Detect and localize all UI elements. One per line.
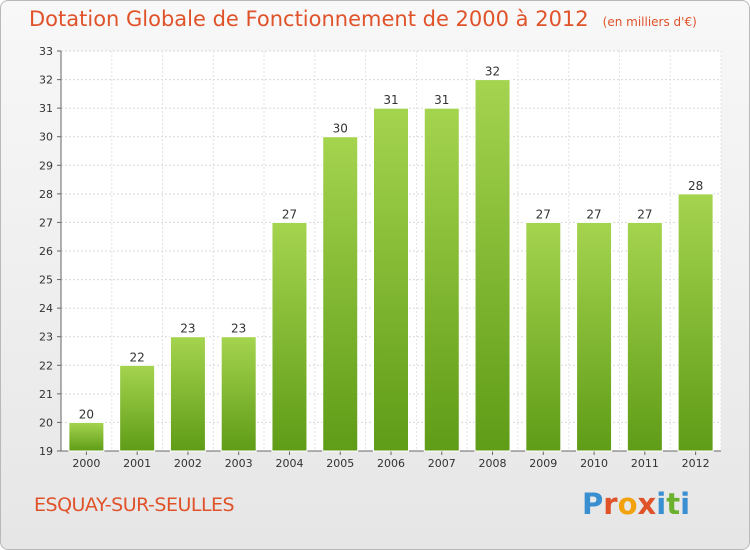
x-tick-label-2008: 2008: [479, 457, 507, 470]
y-tick-label: 20: [39, 416, 53, 429]
value-label-2011: 27: [637, 207, 652, 221]
bar-2010: [576, 221, 613, 452]
chart-unit: (en milliers d'€): [602, 15, 697, 29]
y-tick-label: 33: [39, 45, 53, 58]
bar-2006: [373, 107, 409, 452]
x-tick-label-2000: 2000: [72, 457, 100, 470]
y-tick-label: 32: [39, 74, 53, 87]
proxiti-logo[interactable]: Proxiti: [582, 487, 690, 521]
value-label-2006: 31: [383, 93, 398, 107]
logo-letter: i: [656, 487, 667, 521]
y-tick-label: 27: [39, 216, 53, 229]
x-tick-label-2009: 2009: [529, 457, 557, 470]
y-tick-label: 22: [39, 359, 53, 372]
bar-2003: [220, 336, 257, 452]
bars: [68, 79, 714, 452]
logo-letter: r: [603, 487, 618, 521]
y-tick-label: 25: [39, 274, 53, 287]
bar-2009: [525, 221, 562, 452]
y-tick-label: 19: [39, 445, 53, 458]
x-tick-label-2002: 2002: [174, 457, 202, 470]
logo-letter: o: [617, 487, 638, 521]
value-label-2003: 23: [231, 322, 246, 336]
bar-2007: [423, 107, 460, 452]
y-tick-label: 29: [39, 159, 53, 172]
commune-name: ESQUAY-SUR-SEULLES: [34, 494, 235, 516]
labels: 19 20 21 22 23 24 25 26 27 28 29 30 31 32 33 20 2000 22 20…: [39, 45, 710, 470]
x-tick-label-2006: 2006: [377, 457, 405, 470]
logo-letter: P: [582, 487, 604, 521]
bar-2000: [68, 421, 105, 452]
x-tick-label-2010: 2010: [580, 457, 608, 470]
value-label-2010: 27: [586, 207, 601, 221]
value-label-2007: 31: [434, 93, 449, 107]
x-tick-label-2003: 2003: [225, 457, 253, 470]
y-tick-label: 31: [39, 102, 53, 115]
x-tick-label-2012: 2012: [682, 457, 710, 470]
logo-letter: i: [680, 487, 691, 521]
y-tick-label: 24: [39, 302, 53, 315]
x-tick-label-2011: 2011: [631, 457, 659, 470]
value-label-2002: 23: [180, 322, 195, 336]
value-label-2001: 22: [130, 350, 145, 364]
value-label-2000: 20: [79, 407, 94, 421]
chart-title-text: Dotation Globale de Fonctionnement de 20…: [29, 7, 589, 31]
bar-2005: [322, 136, 359, 452]
value-label-2008: 32: [485, 65, 500, 79]
bar-2012: [677, 193, 714, 452]
y-tick-label: 23: [39, 331, 53, 344]
x-tick-label-2004: 2004: [275, 457, 303, 470]
value-label-2005: 30: [333, 122, 348, 136]
bar-2008: [474, 79, 511, 452]
bar-2002: [169, 336, 206, 452]
value-label-2009: 27: [536, 207, 551, 221]
chart-title: Dotation Globale de Fonctionnement de 20…: [29, 7, 697, 31]
x-tick-label-2001: 2001: [123, 457, 151, 470]
y-tick-label: 21: [39, 388, 53, 401]
value-label-2004: 27: [282, 207, 297, 221]
logo-letter: x: [637, 487, 657, 521]
bar-2001: [119, 364, 156, 452]
bar-2004: [271, 221, 308, 452]
y-tick-label: 30: [39, 131, 53, 144]
y-tick-label: 26: [39, 245, 53, 258]
bar-2011: [626, 221, 663, 452]
logo-letter: t: [666, 487, 681, 521]
value-label-2012: 28: [688, 179, 703, 193]
x-tick-label-2007: 2007: [428, 457, 456, 470]
y-tick-label: 28: [39, 188, 53, 201]
x-tick-label-2005: 2005: [326, 457, 354, 470]
